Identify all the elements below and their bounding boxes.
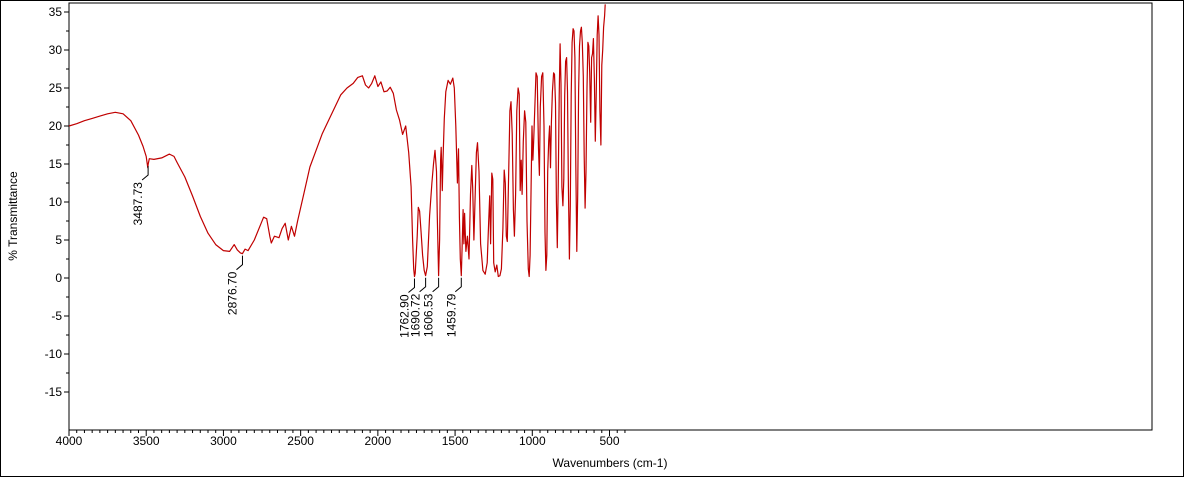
y-tick-label: 10 (49, 195, 63, 209)
y-tick-label: 25 (49, 81, 63, 95)
peak-label: 2876.70 (225, 271, 239, 315)
y-tick-label: -10 (45, 347, 63, 361)
x-axis-title: Wavenumbers (cm-1) (553, 456, 668, 470)
y-tick-label: 30 (49, 43, 63, 57)
peak-label: 1690.72 (409, 293, 423, 337)
x-tick-label: 1500 (442, 434, 469, 448)
y-tick-label: 20 (49, 119, 63, 133)
x-tick-label: 2000 (365, 434, 392, 448)
x-tick-label: 500 (599, 434, 619, 448)
spectrum-line (68, 4, 606, 278)
y-tick-label: -15 (45, 385, 63, 399)
peak-leader-line (454, 277, 462, 293)
y-tick-label: 5 (55, 233, 62, 247)
plot-area (68, 2, 1153, 431)
y-tick-label: 35 (49, 5, 63, 19)
peak-label: 1606.53 (422, 293, 436, 337)
y-axis-ticks: 35 30 25 20 15 10 5 0 -5 -10 -15 (45, 5, 69, 399)
peak-leader-line (419, 277, 427, 293)
x-axis-ticks: 4000 3500 3000 2500 2000 1500 1000 500 (56, 430, 626, 448)
x-tick-label: 2500 (287, 434, 314, 448)
peak-label: 1762.90 (397, 294, 411, 338)
y-tick-label: 15 (49, 157, 63, 171)
y-axis-title: % Transmittance (6, 171, 20, 261)
peak-leader-line (432, 277, 440, 293)
peak-leader-line (236, 255, 243, 271)
x-tick-label: 4000 (56, 434, 83, 448)
peak-leader-line (141, 166, 149, 181)
y-tick-label: -5 (51, 309, 62, 323)
x-tick-label: 3500 (133, 434, 160, 448)
peak-label: 1459.79 (444, 293, 458, 337)
peak-label: 3487.73 (131, 182, 145, 226)
x-tick-label: 3000 (210, 434, 237, 448)
peak-leader-line (408, 278, 415, 293)
series-layer (68, 4, 606, 278)
y-tick-label: 0 (55, 271, 62, 285)
x-tick-label: 1000 (519, 434, 546, 448)
